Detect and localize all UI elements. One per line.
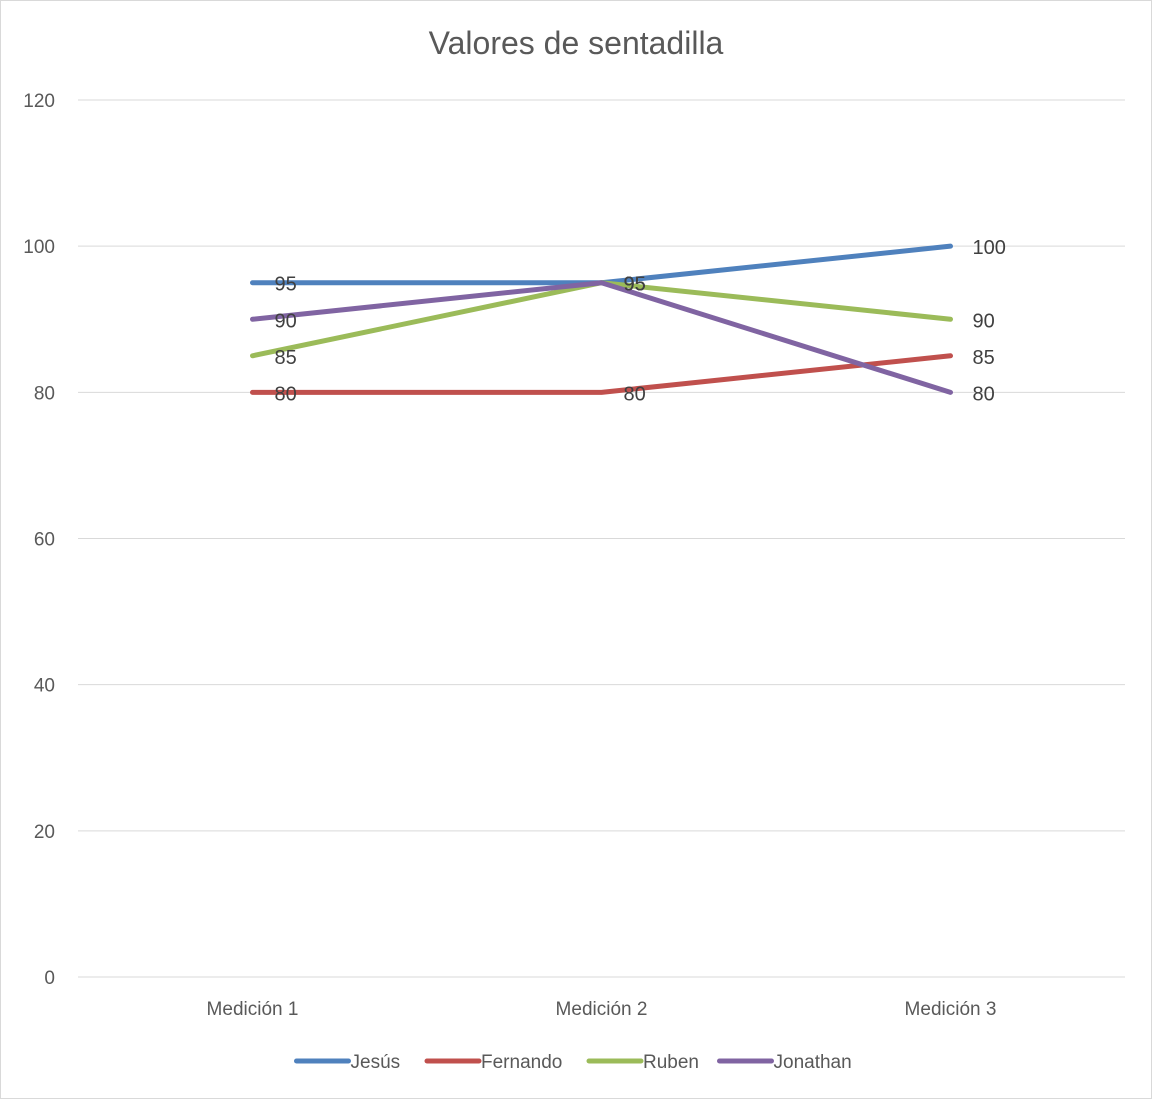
y-tick-label: 80 — [34, 383, 55, 404]
legend-label: Fernando — [481, 1052, 562, 1073]
data-label: 80 — [624, 383, 646, 405]
y-tick-label: 20 — [34, 822, 55, 843]
y-tick-label: 100 — [23, 237, 55, 258]
x-tick-label: Medición 2 — [556, 999, 648, 1020]
data-label: 85 — [275, 347, 297, 369]
y-tick-label: 60 — [34, 530, 55, 551]
series-line — [250, 280, 953, 359]
y-tick-label: 40 — [34, 676, 55, 697]
series-line — [250, 243, 953, 286]
x-tick-label: Medición 1 — [207, 999, 299, 1020]
data-label: 80 — [973, 383, 995, 405]
series-line — [250, 280, 953, 395]
data-label: 95 — [275, 274, 297, 296]
x-tick-label: Medición 3 — [905, 999, 997, 1020]
data-label: 85 — [973, 347, 995, 369]
data-label: 95 — [624, 274, 646, 296]
y-tick-label: 0 — [44, 968, 55, 989]
series-line — [250, 353, 953, 395]
legend-label: Jesús — [351, 1052, 401, 1073]
data-label: 100 — [973, 237, 1006, 259]
y-tick-label: 120 — [23, 91, 55, 112]
legend-label: Jonathan — [774, 1052, 852, 1073]
data-label: 90 — [275, 310, 297, 332]
chart-title: Valores de sentadilla — [428, 25, 724, 61]
legend-label: Ruben — [643, 1052, 699, 1073]
data-label: 95 — [624, 274, 646, 296]
data-label: 80 — [275, 383, 297, 405]
data-label: 95 — [624, 274, 646, 296]
data-label: 90 — [973, 310, 995, 332]
